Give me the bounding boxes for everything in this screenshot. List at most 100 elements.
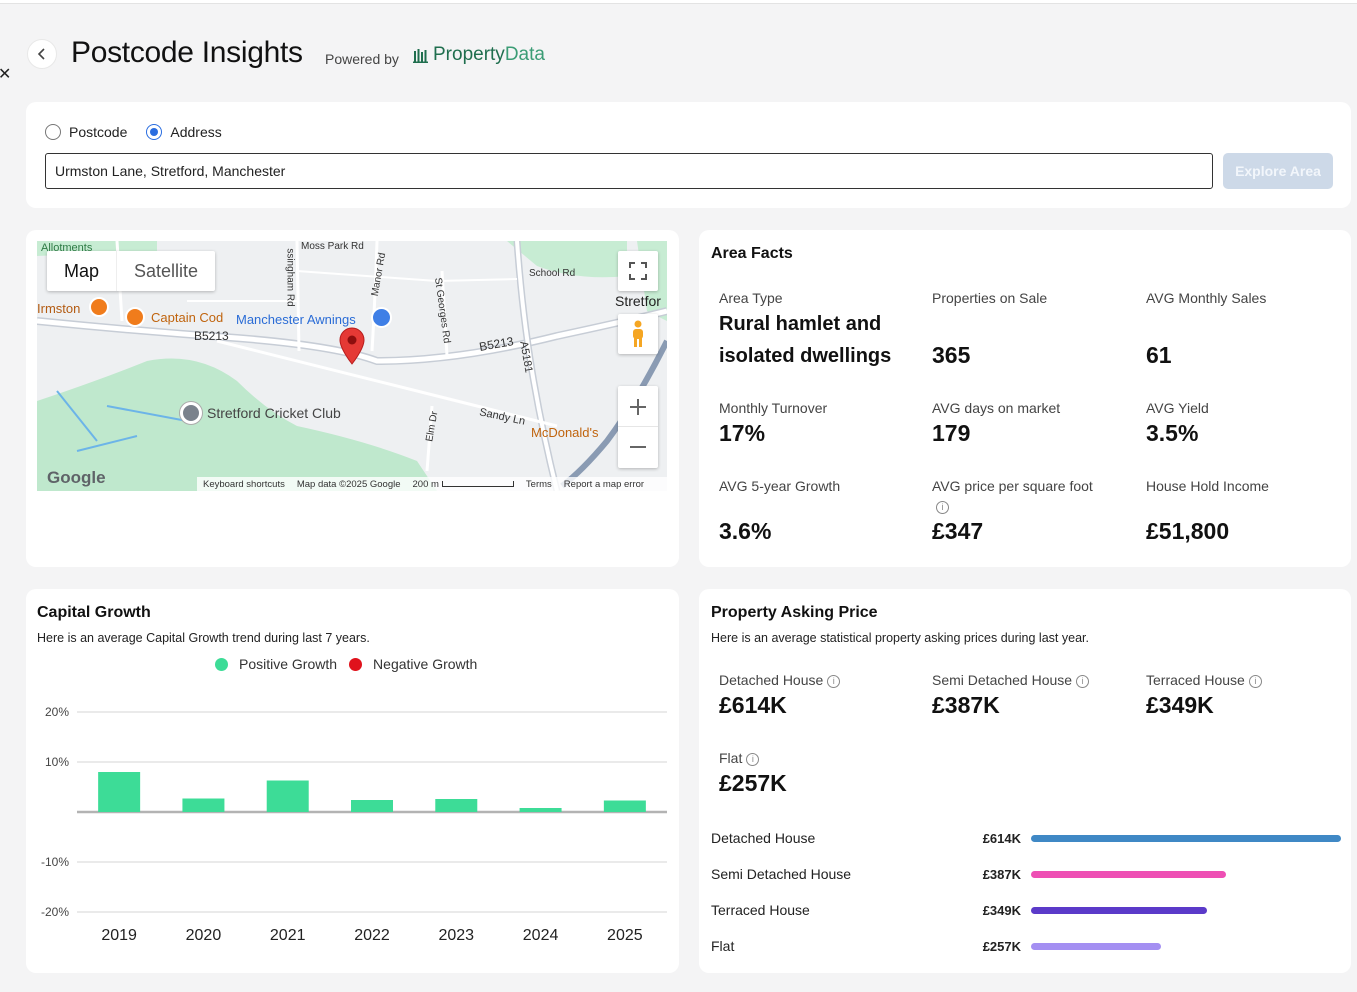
search-mode-group: Postcode Address	[45, 124, 222, 140]
brand-name-part2: Data	[504, 44, 545, 65]
x-tick-label: 2019	[101, 927, 137, 944]
map-label-school-rd: School Rd	[529, 268, 576, 279]
bar-2021[interactable]	[266, 780, 309, 813]
fact-label-area-type: Area Type	[719, 290, 783, 306]
info-icon[interactable]: i	[936, 500, 949, 514]
shopping-icon	[371, 307, 392, 328]
bar-2019[interactable]	[98, 772, 141, 812]
terms-link[interactable]: Terms	[525, 478, 552, 490]
x-tick-label: 2022	[354, 927, 390, 944]
fact-label-monthly-turnover: Monthly Turnover	[719, 400, 828, 416]
fact-value-avg-5yr-growth: 3.6%	[719, 518, 772, 544]
area-facts-title: Area Facts	[711, 245, 793, 262]
price-label-detached-wrap: Detached House i	[719, 670, 841, 690]
map-scale-bar	[441, 481, 514, 487]
info-icon[interactable]: i	[1076, 674, 1090, 688]
map-scale[interactable]: 200 m	[413, 479, 514, 490]
fact-label-avg-days-on-market: AVG days on market	[932, 400, 1061, 416]
bar-2024[interactable]	[519, 808, 562, 812]
map-type-satellite[interactable]: Satellite	[116, 251, 215, 291]
capital-growth-chart: 20% 10% -10% -20% 2019 2020 2021 2022 2023 2024 20…	[41, 705, 667, 944]
info-icon[interactable]: i	[1248, 674, 1262, 688]
price-bar[interactable]	[1031, 907, 1208, 914]
building-icon	[413, 49, 428, 63]
price-label-detached: Detached House	[719, 672, 824, 688]
map-type-toggle: Map Satellite	[47, 251, 216, 291]
back-button[interactable]	[27, 39, 57, 69]
zoom-out-button[interactable]	[618, 427, 658, 467]
bar-label: Terraced House	[711, 902, 810, 918]
x-tick-label: 2020	[186, 927, 222, 944]
bar-2020[interactable]	[182, 798, 225, 813]
fact-label-properties-on-sale: Properties on Sale	[932, 290, 1048, 306]
asking-price-subtitle: Here is an average statistical property …	[711, 631, 1089, 645]
map-type-map[interactable]: Map	[64, 261, 100, 281]
brand-logo[interactable]: PropertyData	[413, 44, 545, 66]
price-value-terraced: £349K	[1146, 692, 1214, 718]
map-label-cunningham-rd: ssingham Rd	[284, 248, 296, 307]
price-bar[interactable]	[1031, 943, 1161, 950]
bar-value-label: £349K	[982, 903, 1021, 918]
price-value-detached: £614K	[719, 692, 787, 718]
info-icon[interactable]: i	[827, 674, 841, 688]
address-radio-label[interactable]: Address	[170, 124, 222, 140]
fullscreen-icon	[629, 262, 647, 280]
x-tick-label: 2025	[607, 927, 643, 944]
map-scale-label: 200 m	[412, 478, 439, 490]
address-input[interactable]	[45, 153, 1213, 189]
fact-value-avg-price-sqft: £347	[932, 518, 984, 544]
brand-name-part1: Property	[433, 44, 505, 65]
map-label-stretford-cricket-club: Stretford Cricket Club	[207, 405, 341, 421]
asking-price-card	[699, 589, 1351, 973]
fact-label-household-income: House Hold Income	[1146, 478, 1269, 494]
y-tick-label: -20%	[41, 905, 69, 919]
price-bar[interactable]	[1031, 835, 1341, 842]
bar-2025[interactable]	[603, 800, 646, 813]
legend-positive-label[interactable]: Positive Growth	[239, 656, 338, 672]
price-bar[interactable]	[1031, 871, 1227, 878]
asking-price-title: Property Asking Price	[711, 604, 878, 621]
fact-label-avg-monthly-sales: AVG Monthly Sales	[1146, 290, 1267, 306]
legend-negative-label[interactable]: Negative Growth	[373, 656, 478, 672]
bar-label: Detached House	[711, 830, 816, 846]
close-icon[interactable]: ✕	[0, 66, 12, 83]
bar-2022[interactable]	[351, 800, 393, 812]
legend-positive-swatch[interactable]	[215, 657, 228, 671]
bar-label: Semi Detached House	[711, 866, 852, 882]
map-data-text: Map data ©2025 Google	[296, 478, 401, 490]
info-icon[interactable]: i	[746, 752, 760, 766]
fact-label-avg-5yr-growth: AVG 5-year Growth	[719, 478, 841, 494]
minus-icon	[630, 446, 646, 448]
price-label-semi-detached: Semi Detached House	[932, 672, 1073, 688]
report-map-error-link[interactable]: Report a map error	[563, 478, 645, 490]
fact-value-properties-on-sale: 365	[932, 342, 971, 368]
legend-negative-swatch[interactable]	[349, 657, 363, 671]
zoom-in-button[interactable]	[618, 387, 658, 427]
explore-area-button[interactable]: Explore Area	[1223, 153, 1333, 189]
map-label-mcdonalds: McDonald's	[531, 425, 599, 440]
fullscreen-button[interactable]	[618, 251, 658, 291]
fact-label-avg-price-sqft-wrap: AVG price per square foot i	[932, 476, 1102, 516]
price-value-semi-detached: £387K	[932, 692, 1000, 718]
fact-value-household-income: £51,800	[1146, 518, 1230, 544]
top-border	[0, 0, 1357, 4]
location-pin-icon[interactable]	[339, 327, 365, 365]
google-logo[interactable]: Google	[47, 468, 106, 487]
map-label-b5213-west: B5213	[194, 329, 229, 343]
postcode-radio-label[interactable]: Postcode	[69, 124, 128, 140]
capital-growth-subtitle: Here is an average Capital Growth trend …	[37, 631, 370, 645]
powered-by-text: Powered by	[325, 51, 399, 67]
chevron-left-icon	[37, 48, 45, 60]
postcode-radio[interactable]	[45, 124, 61, 140]
address-radio[interactable]	[146, 124, 163, 140]
price-label-flat: Flat	[719, 750, 743, 766]
keyboard-shortcuts-link[interactable]: Keyboard shortcuts	[203, 478, 285, 490]
pegman-icon	[633, 320, 643, 347]
map-view[interactable]: Map Satellite Allotments Moss Park Rd Sc…	[37, 241, 667, 491]
map-label-captain-cod: Captain Cod	[151, 310, 224, 325]
map-label-allotments: Allotments	[41, 242, 93, 254]
bar-2023[interactable]	[435, 799, 478, 812]
street-view-button[interactable]	[618, 314, 658, 354]
bar-value-label: £257K	[982, 939, 1021, 954]
y-tick-label: -10%	[41, 855, 69, 869]
